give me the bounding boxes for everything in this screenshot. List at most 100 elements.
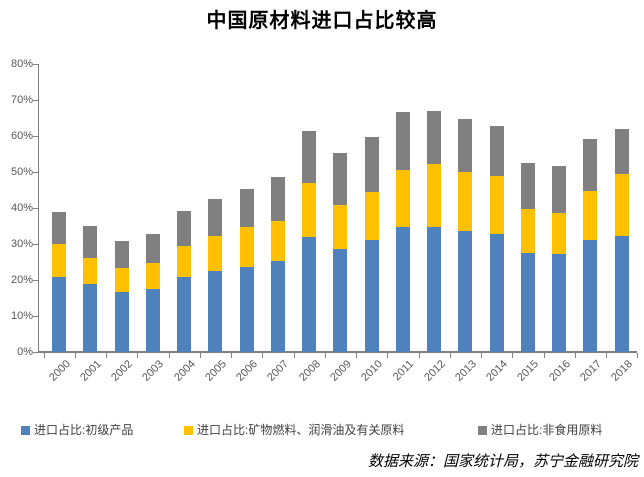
bar-segment-进口占比:非食用原料-2006 (239, 188, 254, 227)
y-axis-tick (33, 172, 38, 173)
bar-segment-进口占比:矿物燃料、润滑油及有关原料-2011 (395, 169, 410, 228)
bar-segment-进口占比:初级产品-2003 (145, 288, 160, 352)
bar-segment-进口占比:初级产品-2016 (552, 254, 567, 352)
bar-segment-进口占比:初级产品-2006 (239, 267, 254, 352)
bar-segment-进口占比:矿物燃料、润滑油及有关原料-2018 (614, 174, 629, 236)
x-axis-line (38, 351, 638, 353)
x-axis-label: 2005 (203, 358, 229, 384)
bar-segment-进口占比:非食用原料-2000 (52, 212, 67, 244)
bar-segment-进口占比:矿物燃料、润滑油及有关原料-2004 (177, 246, 192, 277)
bar-segment-进口占比:矿物燃料、润滑油及有关原料-2000 (52, 244, 67, 278)
bar-segment-进口占比:初级产品-2014 (489, 234, 504, 352)
y-axis-tick (33, 280, 38, 281)
x-axis-tick (293, 353, 295, 358)
y-axis-label: 30% (10, 238, 33, 250)
y-axis-label: 10% (10, 310, 33, 322)
bar-segment-进口占比:非食用原料-2017 (583, 139, 598, 191)
x-axis-label: 2018 (609, 358, 636, 384)
x-axis-tick (199, 353, 201, 358)
x-axis-label: 2009 (328, 358, 354, 384)
bar-segment-进口占比:非食用原料-2005 (208, 198, 223, 237)
x-axis-tick (637, 353, 639, 358)
bar-segment-进口占比:初级产品-2008 (302, 236, 317, 352)
x-axis-label: 2008 (296, 358, 323, 384)
x-axis-label: 2013 (453, 358, 479, 384)
y-axis-tick (33, 100, 38, 101)
x-axis-tick (606, 353, 607, 358)
y-axis-label: 0% (17, 346, 33, 358)
bar-segment-进口占比:初级产品-2009 (333, 249, 348, 352)
x-axis-label: 2015 (515, 358, 542, 384)
y-axis-tick (33, 208, 38, 209)
legend-item: 进口占比:初级产品 (21, 423, 133, 438)
bar-segment-进口占比:非食用原料-2014 (489, 125, 504, 176)
bar-segment-进口占比:矿物燃料、润滑油及有关原料-2002 (114, 268, 129, 292)
bar-segment-进口占比:非食用原料-2011 (395, 111, 410, 170)
bar-segment-进口占比:非食用原料-2004 (177, 210, 192, 247)
x-axis-tick (387, 353, 389, 358)
bar-segment-进口占比:矿物燃料、润滑油及有关原料-2001 (83, 258, 98, 285)
y-axis-label: 20% (10, 274, 33, 286)
x-axis-label: 2001 (78, 358, 104, 384)
x-axis-tick (543, 353, 545, 358)
bar-segment-进口占比:非食用原料-2012 (427, 110, 442, 164)
x-axis-label: 2006 (234, 358, 261, 384)
x-axis-tick (449, 353, 451, 358)
bar-segment-进口占比:非食用原料-2008 (302, 130, 317, 184)
x-axis-tick (481, 353, 482, 358)
x-axis-tick (43, 353, 45, 358)
x-axis-label: 2014 (484, 358, 511, 384)
bar-segment-进口占比:非食用原料-2010 (364, 136, 379, 192)
x-axis-label: 2007 (265, 358, 292, 384)
bar-segment-进口占比:矿物燃料、润滑油及有关原料-2009 (333, 205, 348, 250)
x-axis-tick (262, 353, 264, 358)
x-axis-tick (137, 353, 139, 358)
y-axis-tick (33, 64, 38, 65)
y-axis-label: 60% (10, 130, 33, 142)
x-axis-label: 2003 (140, 358, 167, 384)
x-axis-tick (356, 353, 357, 358)
bar-segment-进口占比:矿物燃料、润滑油及有关原料-2012 (427, 163, 442, 227)
legend-label: 进口占比:初级产品 (34, 423, 134, 437)
bar-segment-进口占比:非食用原料-2007 (270, 176, 285, 221)
bar-segment-进口占比:矿物燃料、润滑油及有关原料-2013 (458, 172, 473, 232)
bar-segment-进口占比:矿物燃料、润滑油及有关原料-2010 (364, 191, 379, 241)
bar-segment-进口占比:初级产品-2004 (177, 276, 192, 352)
bar-segment-进口占比:初级产品-2017 (583, 240, 598, 352)
bar-segment-进口占比:矿物燃料、润滑油及有关原料-2003 (145, 263, 160, 289)
x-axis-label: 2017 (578, 358, 604, 384)
bar-segment-进口占比:初级产品-2015 (520, 252, 535, 352)
y-axis-tick (33, 352, 38, 353)
bar-segment-进口占比:初级产品-2012 (427, 226, 442, 352)
x-axis-tick (324, 353, 326, 358)
y-axis-tick (33, 136, 38, 137)
bar-segment-进口占比:矿物燃料、润滑油及有关原料-2014 (489, 175, 504, 235)
bar-segment-进口占比:初级产品-2001 (83, 284, 98, 352)
bar-segment-进口占比:初级产品-2005 (208, 271, 223, 352)
bar-segment-进口占比:非食用原料-2018 (614, 129, 629, 175)
bar-segment-进口占比:初级产品-2013 (458, 231, 473, 352)
bar-segment-进口占比:初级产品-2007 (270, 260, 285, 352)
x-axis-tick (418, 353, 420, 358)
x-axis-label: 2010 (359, 358, 386, 384)
bar-segment-进口占比:矿物燃料、润滑油及有关原料-2015 (520, 209, 535, 253)
y-axis-tick (33, 316, 38, 317)
x-axis-label: 2000 (46, 358, 73, 384)
bar-segment-进口占比:初级产品-2011 (395, 227, 410, 352)
y-axis-label: 70% (10, 94, 33, 106)
legend-label: 进口占比:非食用原料 (491, 423, 603, 437)
bar-segment-进口占比:初级产品-2018 (614, 235, 629, 352)
x-axis-label: 2012 (421, 358, 448, 384)
y-axis-tick (33, 244, 38, 245)
x-axis-label: 2011 (391, 358, 417, 384)
bar-segment-进口占比:非食用原料-2009 (333, 152, 348, 206)
bar-segment-进口占比:矿物燃料、润滑油及有关原料-2007 (270, 220, 285, 261)
legend-swatch-icon (478, 426, 487, 435)
x-axis-label: 2016 (546, 358, 573, 384)
x-axis-tick (106, 353, 107, 358)
bar-segment-进口占比:矿物燃料、润滑油及有关原料-2006 (239, 226, 254, 268)
x-axis-label: 2002 (109, 358, 136, 384)
x-axis-tick (231, 353, 232, 358)
